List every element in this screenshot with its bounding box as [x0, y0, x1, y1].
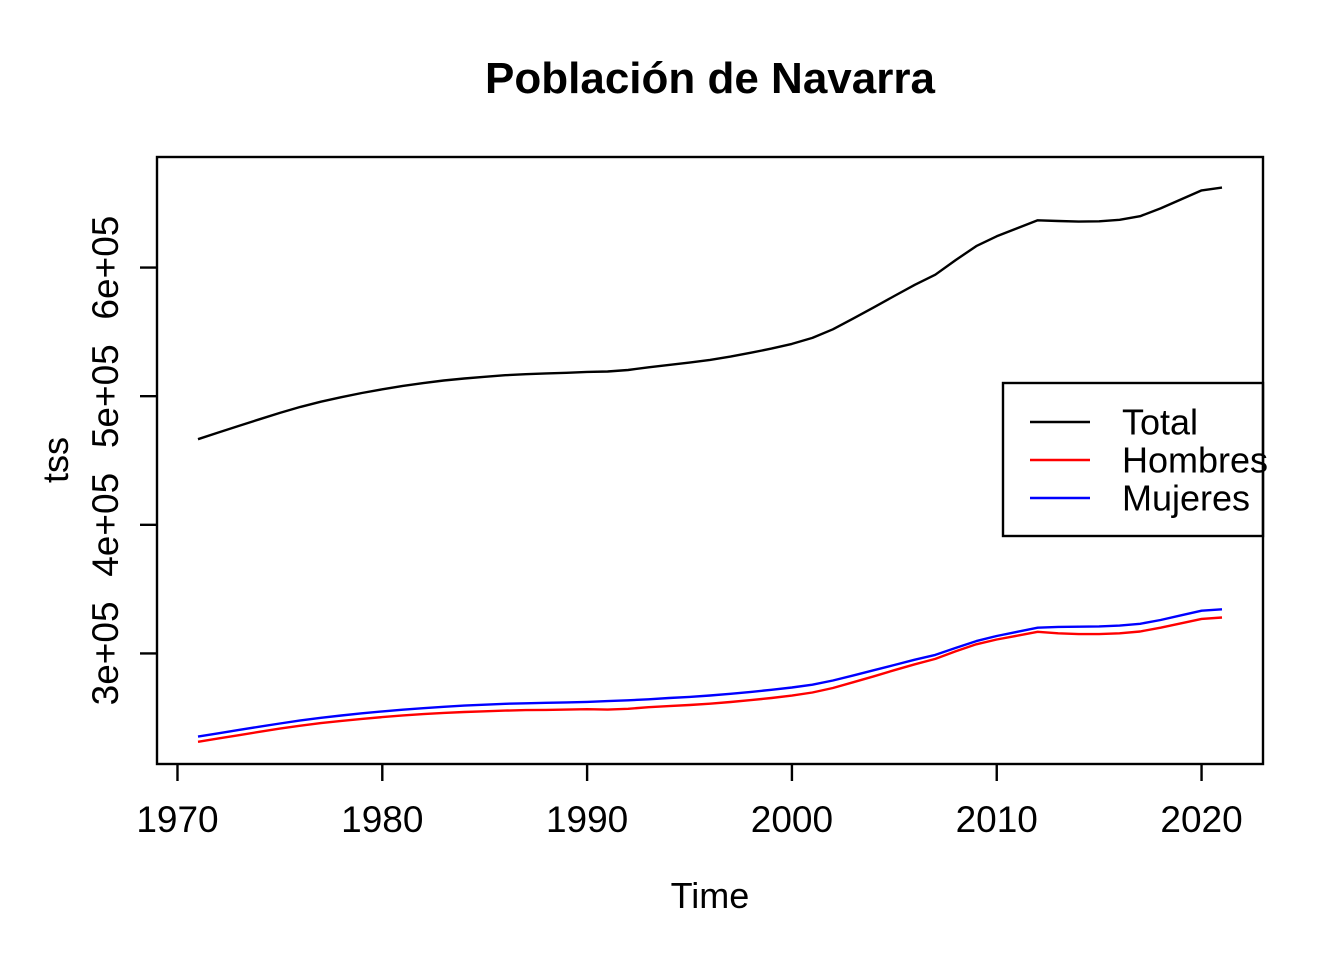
y-tick-label: 6e+05 — [85, 216, 126, 320]
y-axis-label: tss — [35, 437, 76, 483]
plot-box — [155, 155, 1265, 766]
x-axis-label: Time — [671, 875, 750, 916]
data-series — [197, 186, 1223, 743]
x-tick-label: 2010 — [956, 799, 1038, 840]
x-axis-ticks: 1970 1980 1990 2000 2010 2020 — [136, 764, 1243, 840]
x-tick-label: 2020 — [1160, 799, 1242, 840]
series-line-total — [197, 186, 1223, 441]
y-tick-label: 3e+05 — [85, 601, 126, 705]
series-line-mujeres — [197, 608, 1223, 738]
y-tick-label: 5e+05 — [85, 344, 126, 448]
legend-label-total: Total — [1122, 402, 1198, 443]
x-tick-label: 1990 — [546, 799, 628, 840]
chart-title: Población de Navarra — [485, 54, 935, 103]
series-line-hombres — [197, 616, 1223, 743]
x-tick-label: 2000 — [751, 799, 833, 840]
y-axis-ticks: 3e+05 4e+05 5e+05 6e+05 — [85, 216, 157, 705]
legend-box — [1001, 381, 1265, 538]
legend-label-hombres: Hombres — [1122, 440, 1268, 481]
y-tick-label: 4e+05 — [85, 473, 126, 577]
x-tick-label: 1980 — [341, 799, 423, 840]
legend-label-mujeres: Mujeres — [1122, 478, 1250, 519]
x-tick-label: 1970 — [136, 799, 218, 840]
